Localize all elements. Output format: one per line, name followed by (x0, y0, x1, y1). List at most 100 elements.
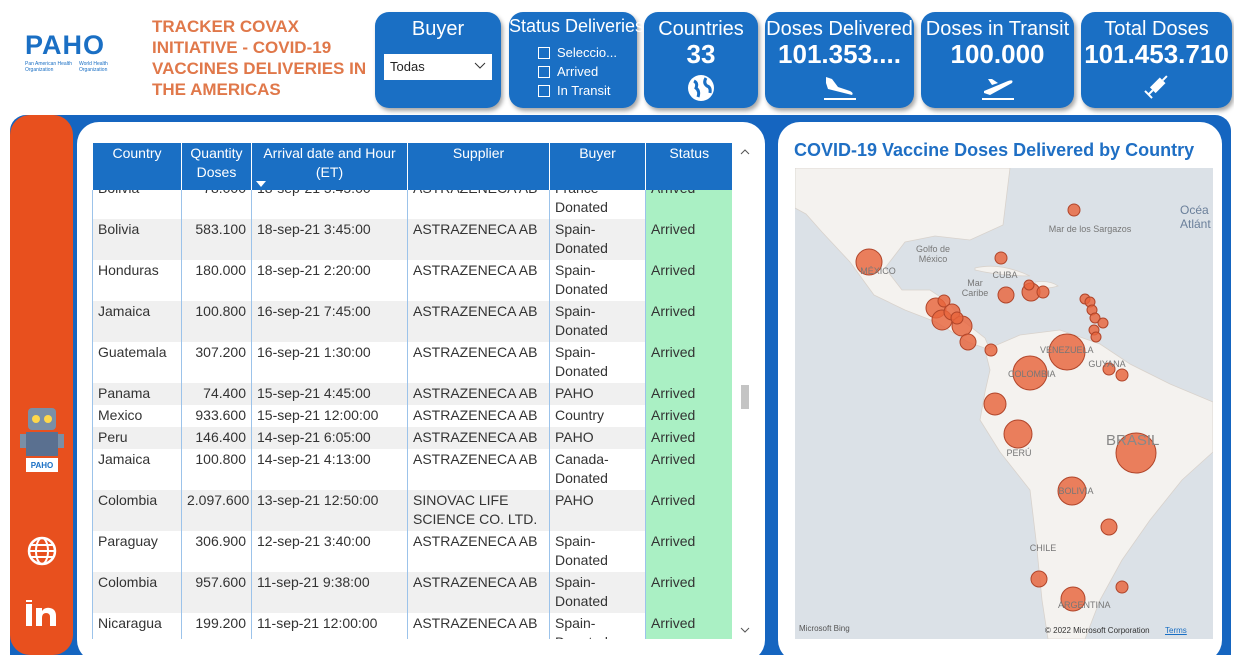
table-viewport: Country Quantity Doses Arrival date and Ho… (92, 143, 732, 639)
linkedin-link[interactable] (25, 600, 59, 630)
kpi-label: Countries (658, 18, 744, 40)
table-cell: Arrived (645, 342, 732, 383)
table-cell: 306.900 (181, 531, 252, 572)
scrollbar[interactable] (737, 143, 753, 639)
south-america (979, 329, 1213, 639)
logo: PAHO Pan American Health Organization Wo… (25, 30, 135, 73)
page: PAHO Pan American Health Organization Wo… (10, 12, 1232, 655)
table-cell: France-Donated (549, 190, 646, 219)
bing-logo: Microsoft Bing (799, 624, 850, 633)
country-bubble (1102, 362, 1116, 376)
filter-title: Status Deliveries (509, 16, 645, 36)
plane-icon (981, 79, 1014, 100)
table-cell: Spain-Donated (549, 342, 646, 383)
table-cell: Arrived (645, 427, 732, 449)
country-bubble (983, 392, 1007, 416)
table-cell: 16-sep-21 1:30:00 (251, 342, 408, 383)
map-svg (795, 168, 1213, 639)
country-bubble (1097, 317, 1109, 329)
table-cell: PAHO (549, 427, 646, 449)
table-row: Bolivia 583.100 18-sep-21 3:45:00 ASTRAZENE… (92, 219, 732, 260)
table-cell: Spain-Donated (549, 219, 646, 260)
kpi-value: 101.453.710 (1084, 39, 1229, 69)
table-row: Mexico 933.600 15-sep-21 12:00:00 ASTRAZENE… (92, 405, 732, 427)
table-cell: Nicaragua (92, 613, 182, 639)
table-cell: Spain-Donated (549, 613, 646, 639)
table-cell: SINOVAC LIFE SCIENCE CO. LTD. (407, 490, 550, 531)
country-bubble (1115, 580, 1129, 594)
svg-text:PAHO: PAHO (31, 461, 54, 470)
table-cell: 199.200 (181, 613, 252, 639)
table-cell: 100.800 (181, 301, 252, 342)
sidebar: PAHO (10, 115, 73, 655)
terms-link[interactable]: Terms (1165, 626, 1187, 635)
table-cell: Country (549, 405, 646, 427)
map-label: CHILE (1029, 543, 1057, 553)
map-label: PERÚ (1006, 448, 1032, 458)
checkbox-option[interactable]: Seleccio... (538, 43, 637, 62)
logo-sub: World Health Organization (79, 61, 108, 73)
table-cell: PAHO (549, 383, 646, 405)
map-label: BRASIL (1106, 432, 1160, 449)
country-bubble (1048, 333, 1086, 371)
map-label: BOLIVIA (1058, 486, 1094, 496)
table-cell: 146.400 (181, 427, 252, 449)
table-cell: Guatemala (92, 342, 182, 383)
kpi-label: Doses in Transit (925, 18, 1070, 40)
logo-sub: Pan American Health Organization (25, 61, 72, 73)
table-cell: ASTRAZENECA AB (407, 572, 550, 613)
table-cell: Paraguay (92, 531, 182, 572)
map-label: MÉXICO (860, 266, 896, 276)
checkbox-option[interactable]: Arrived (538, 62, 637, 81)
country-bubble (1012, 355, 1048, 391)
checkbox-label: In Transit (557, 83, 611, 98)
map-label: COLOMBIA (1008, 369, 1056, 379)
table-cell: ASTRAZENECA AB (407, 260, 550, 301)
country-bubble (855, 248, 883, 276)
table-cell: 583.100 (181, 219, 252, 260)
dashboard-title: TRACKER COVAX INITIATIVE - COVID-19 VACC… (152, 17, 367, 99)
buyer-filter: Buyer Todas (375, 12, 501, 108)
kpi-card: Doses in Transit 100.000 (921, 12, 1074, 108)
map-label: Mar Caribe (961, 278, 989, 298)
column-header: Supplier (407, 143, 550, 192)
checkbox (538, 84, 550, 97)
table-cell: 15-sep-21 4:45:00 (251, 383, 408, 405)
country-bubble (1089, 312, 1101, 324)
table-cell: ASTRAZENECA AB (407, 383, 550, 405)
table-cell: ASTRAZENECA AB (407, 427, 550, 449)
table-cell: ASTRAZENECA AB (407, 301, 550, 342)
globe-link[interactable] (26, 535, 58, 567)
table-row: Honduras 180.000 18-sep-21 2:20:00 ASTRAZEN… (92, 260, 732, 301)
table-cell: 78.000 (181, 190, 252, 219)
checkbox-option[interactable]: In Transit (538, 81, 637, 100)
kpi-card: Doses Delivered 101.353.... (765, 12, 914, 108)
table-cell: ASTRAZENECA AB (407, 613, 550, 639)
table-cell: Arrived (645, 572, 732, 613)
kpi-value: 100.000 (950, 39, 1045, 69)
table-row: Guatemala 307.200 16-sep-21 1:30:00 ASTRAZE… (92, 342, 732, 383)
copyright: © 2022 Microsoft Corporation (1045, 626, 1150, 635)
map-label: Océa Atlánt (1180, 203, 1211, 231)
table-cell: Panama (92, 383, 182, 405)
country-bubble (1023, 279, 1035, 291)
country-bubble (1115, 432, 1157, 474)
table-row: Nicaragua 199.200 11-sep-21 12:00:00 ASTRAZ… (92, 613, 732, 639)
kpi-label: Doses Delivered (766, 18, 913, 40)
table-cell: Arrived (645, 383, 732, 405)
column-header: Arrival date and Hour (ET) (251, 143, 408, 192)
table-cell: ASTRAZENECA AB (407, 342, 550, 383)
table-cell: 18-sep-21 5:45:00 (251, 190, 408, 219)
dropdown[interactable]: Todas (384, 54, 492, 80)
country-bubble (959, 333, 977, 351)
table-cell: Peru (92, 427, 182, 449)
table-cell: 933.600 (181, 405, 252, 427)
table-cell: 16-sep-21 7:45:00 (251, 301, 408, 342)
robot-icon[interactable]: PAHO (18, 400, 66, 480)
kpi-value: 33 (686, 39, 716, 69)
table-cell: 11-sep-21 12:00:00 (251, 613, 408, 639)
table-cell: Arrived (645, 449, 732, 490)
table-row: Paraguay 306.900 12-sep-21 3:40:00 ASTRAZEN… (92, 531, 732, 572)
